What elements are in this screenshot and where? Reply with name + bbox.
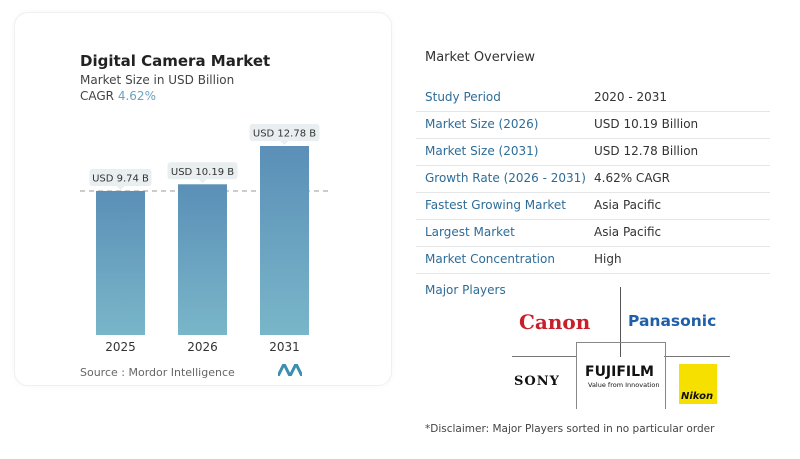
divider	[512, 356, 576, 357]
row-label: Fastest Growing Market	[425, 198, 567, 212]
data-label: USD 12.78 B	[253, 129, 316, 140]
row-value: 2020 - 2031	[594, 90, 668, 104]
fujifilm-box	[576, 342, 666, 409]
fujifilm-logo: FUJIFILM	[585, 364, 654, 380]
row-label: Market Size (2026)	[425, 117, 539, 131]
x-tick-label: 2026	[187, 340, 218, 354]
bar-chart: USD 9.74 B 2025 USD 10.19 B 2026 USD 12.78 B…	[80, 124, 328, 354]
divider	[664, 356, 730, 357]
row-value: Asia Pacific	[594, 198, 662, 212]
data-label-pointer	[198, 179, 207, 184]
row-label: Study Period	[425, 90, 501, 104]
overview-row: Growth Rate (2026 - 2031) 4.62% CAGR	[416, 165, 770, 193]
row-label: Largest Market	[425, 225, 515, 239]
disclaimer: *Disclaimer: Major Players sorted in no …	[425, 423, 715, 435]
chart-subtitle: Market Size in USD Billion	[80, 73, 235, 87]
canon-logo: Canon	[519, 310, 591, 334]
x-tick-label: 2031	[269, 340, 300, 354]
major-players-label: Major Players	[425, 283, 506, 297]
data-label: USD 9.74 B	[92, 173, 149, 184]
chart-title: Digital Camera Market	[80, 52, 271, 70]
row-value: Asia Pacific	[594, 225, 662, 239]
data-label-pointer	[116, 185, 125, 190]
row-label: Growth Rate (2026 - 2031)	[425, 171, 586, 185]
data-label: USD 10.19 B	[171, 167, 234, 178]
data-label-bg	[167, 162, 238, 180]
mordor-logo-icon	[278, 364, 302, 376]
row-value: USD 10.19 Billion	[594, 117, 699, 131]
row-value: 4.62% CAGR	[594, 171, 670, 185]
cagr-value: 4.62%	[117, 89, 156, 103]
data-label-pointer	[280, 141, 289, 145]
overview-row: Study Period 2020 - 2031	[416, 84, 770, 112]
panasonic-logo: Panasonic	[628, 312, 717, 330]
bar-2031	[260, 146, 309, 335]
divider	[620, 287, 621, 357]
x-tick-label: 2025	[105, 340, 136, 354]
row-value: High	[594, 252, 622, 266]
bar-2026	[178, 184, 227, 335]
overview-title: Market Overview	[425, 50, 536, 65]
source: Source : Mordor Intelligence	[80, 366, 235, 379]
row-label: Market Size (2031)	[425, 144, 539, 158]
cagr: CAGR 4.62%	[80, 89, 156, 103]
cagr-label: CAGR	[80, 89, 115, 103]
nikon-logo-text: Nikon	[681, 391, 714, 402]
bar-2025	[96, 190, 145, 335]
row-label: Market Concentration	[425, 252, 555, 266]
overview-row: Market Concentration High	[416, 246, 770, 274]
nikon-logo: Nikon	[679, 364, 717, 404]
row-value: USD 12.78 Billion	[594, 144, 699, 158]
data-label-bg	[249, 124, 320, 141]
sony-logo: SONY	[514, 374, 560, 389]
overview-row: Market Size (2026) USD 10.19 Billion	[416, 111, 770, 139]
fujifilm-tagline: Value from Innovation	[588, 381, 660, 389]
overview-row: Largest Market Asia Pacific	[416, 219, 770, 247]
overview-row: Fastest Growing Market Asia Pacific	[416, 192, 770, 220]
overview-row: Market Size (2031) USD 12.78 Billion	[416, 138, 770, 166]
data-label-bg	[89, 168, 152, 186]
